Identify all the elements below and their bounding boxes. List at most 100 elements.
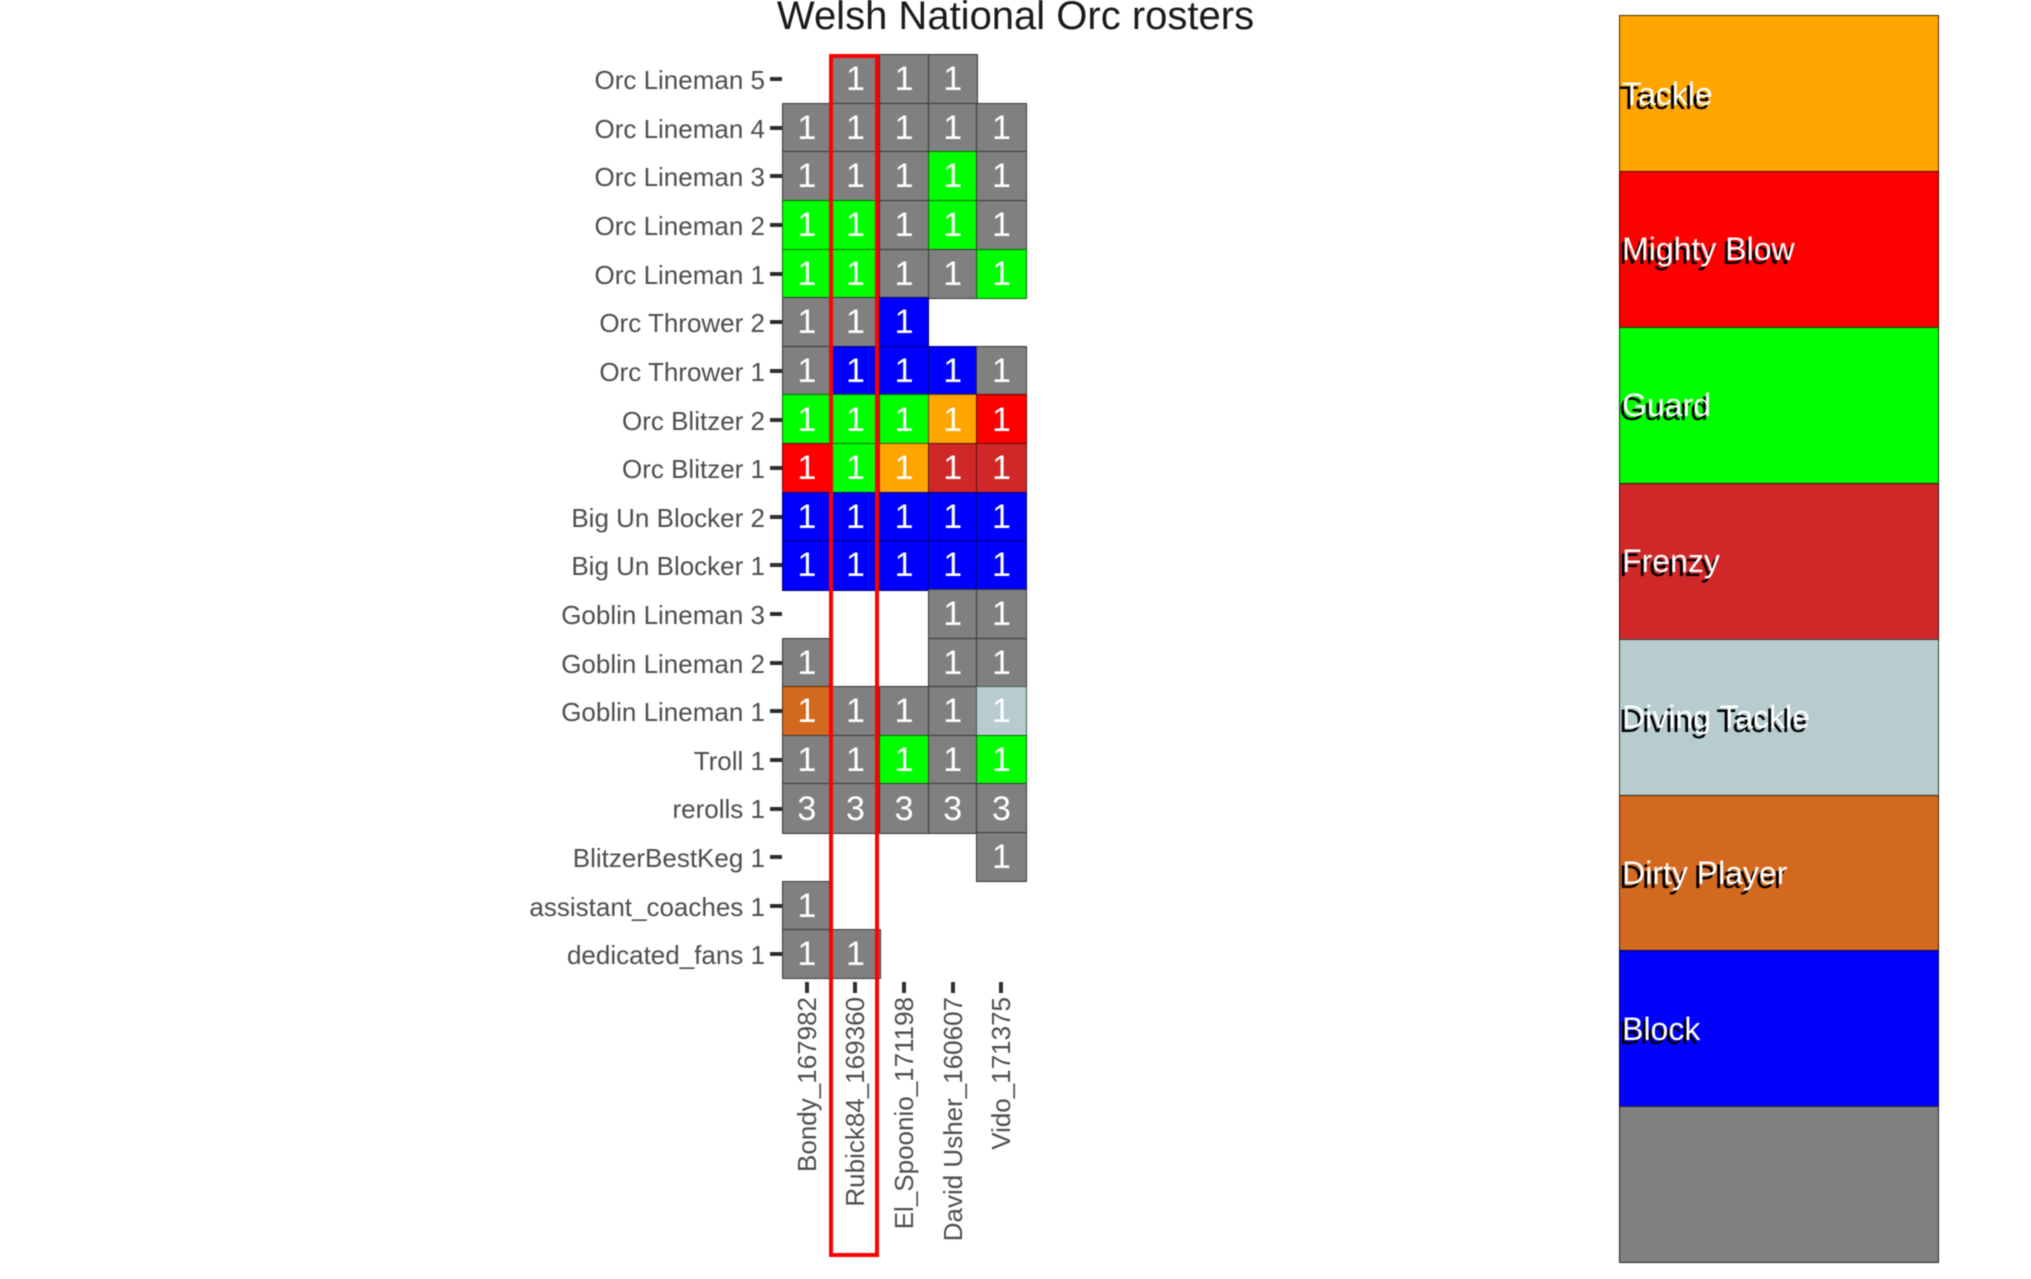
heatmap-cell: 1 (879, 686, 930, 737)
legend-label: Tackle (1622, 75, 1713, 112)
heatmap-cell: 1 (879, 345, 930, 397)
heatmap-cell: 1 (879, 297, 930, 348)
y-tick (770, 125, 782, 130)
cell-value: 1 (943, 60, 963, 99)
cell-value: 1 (894, 546, 914, 585)
cell-value: 1 (797, 157, 817, 196)
y-tick (770, 271, 782, 276)
heatmap-cell: 1 (781, 345, 832, 397)
cell-value: 3 (894, 789, 914, 828)
y-tick (770, 320, 782, 325)
legend-band: Mighty Blow (1619, 170, 1939, 328)
cell-value: 1 (846, 60, 865, 99)
cell-value: 1 (894, 108, 914, 147)
cell-value: 3 (943, 789, 963, 828)
row-label: Orc Blitzer 1 (621, 454, 765, 485)
cell-value: 1 (943, 400, 963, 439)
heatmap-cell: 1 (879, 248, 930, 299)
row-label: Orc Lineman 4 (594, 113, 765, 144)
y-tick (770, 757, 782, 762)
y-tick (770, 368, 782, 373)
legend-label: Frenzy (1622, 543, 1720, 580)
cell-value: 1 (846, 303, 865, 342)
row-label: assistant_coaches 1 (529, 891, 765, 922)
cell-value: 1 (894, 206, 914, 245)
heatmap-cell: 1 (781, 297, 832, 348)
heatmap-cell: 1 (927, 443, 978, 494)
heatmap-cell: 1 (830, 54, 881, 105)
heatmap-cell: 1 (927, 102, 978, 153)
heatmap-cell: 3 (976, 783, 1027, 834)
row-label: dedicated_fans 1 (566, 940, 765, 971)
row-label: Orc Lineman 5 (594, 65, 765, 96)
cell-value: 1 (943, 351, 963, 390)
cell-value: 1 (894, 449, 914, 488)
legend-label: Dirty Player (1622, 855, 1788, 892)
cell-value: 1 (846, 497, 865, 536)
heatmap-cell: 1 (781, 929, 832, 980)
heatmap-cell: 1 (781, 686, 832, 737)
row-label: Orc Thrower 1 (599, 356, 765, 387)
legend-band: Frenzy (1619, 482, 1939, 640)
cell-value: 1 (846, 935, 865, 974)
heatmap-cell: 1 (879, 443, 930, 494)
heatmap-cell: 1 (927, 199, 978, 251)
cell-value: 1 (943, 546, 963, 585)
heatmap-cell: 1 (976, 151, 1027, 202)
cell-value: 1 (943, 740, 963, 779)
heatmap-cell: 1 (976, 345, 1027, 397)
legend-label: Diving Tackle (1622, 699, 1811, 736)
legend-band: Tackle (1619, 15, 1939, 173)
cell-value: 1 (943, 643, 963, 682)
cell-value: 1 (797, 886, 817, 925)
heatmap-cell: 1 (781, 151, 832, 202)
heatmap-cell: 1 (927, 588, 978, 640)
heatmap-cell: 1 (976, 588, 1027, 640)
column-label: Bondy_167982 (791, 997, 822, 1172)
row-label: Orc Blitzer 2 (621, 405, 765, 436)
heatmap-cell: 1 (830, 297, 881, 348)
cell-value: 1 (943, 497, 963, 536)
cell-value: 1 (894, 60, 914, 99)
cell-value: 1 (797, 303, 817, 342)
row-label: rerolls 1 (672, 794, 765, 825)
heatmap-cell: 1 (927, 491, 978, 542)
cell-value: 1 (846, 157, 865, 196)
heatmap-cell: 1 (879, 151, 930, 202)
heatmap-cell: 1 (976, 248, 1027, 299)
cell-value: 1 (797, 740, 817, 779)
heatmap-cell: 1 (927, 394, 978, 445)
heatmap-cell: 1 (879, 102, 930, 153)
row-label: Orc Lineman 2 (594, 211, 765, 242)
heatmap-cell: 1 (927, 637, 978, 688)
y-tick (770, 563, 782, 568)
cell-value: 1 (846, 206, 865, 245)
cell-value: 1 (991, 692, 1011, 731)
heatmap-cell: 1 (830, 491, 881, 542)
heatmap-cell: 1 (927, 248, 978, 299)
cell-value: 1 (991, 351, 1011, 390)
legend-label: Guard (1622, 387, 1712, 424)
cell-value: 1 (943, 254, 963, 293)
chart-title: Welsh National Orc rosters (776, 0, 1255, 38)
y-tick (770, 223, 782, 228)
heatmap-cell: 1 (976, 394, 1027, 445)
x-tick (902, 981, 907, 993)
cell-value: 1 (991, 497, 1011, 536)
cell-value: 1 (943, 449, 963, 488)
heatmap-cell: 1 (781, 199, 832, 251)
cell-value: 1 (797, 692, 817, 731)
heatmap-cell: 3 (879, 783, 930, 834)
heatmap-cell: 1 (781, 734, 832, 785)
heatmap-cell: 3 (927, 783, 978, 834)
y-tick (770, 660, 782, 665)
heatmap-cell: 3 (781, 783, 832, 834)
cell-value: 1 (894, 740, 914, 779)
heatmap-cell: 1 (879, 54, 930, 105)
heatmap-cell: 1 (976, 832, 1027, 883)
heatmap-cell: 1 (927, 151, 978, 202)
cell-value: 1 (894, 157, 914, 196)
y-tick (770, 806, 782, 811)
cell-value: 1 (797, 351, 817, 390)
